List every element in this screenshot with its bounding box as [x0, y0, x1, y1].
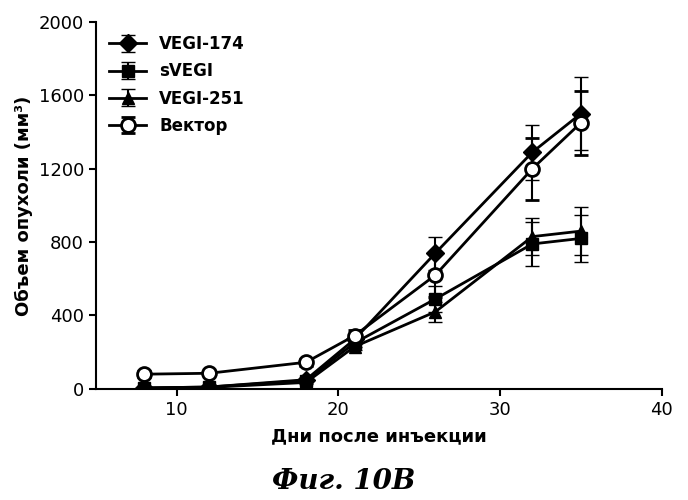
Text: Фиг. 10В: Фиг. 10В: [272, 468, 416, 495]
Legend: VEGI-174, sVEGI, VEGI-251, Вектор: VEGI-174, sVEGI, VEGI-251, Вектор: [104, 30, 250, 140]
X-axis label: Дни после инъекции: Дни после инъекции: [271, 427, 486, 445]
Y-axis label: Объем опухоли (мм³): Объем опухоли (мм³): [15, 96, 33, 316]
